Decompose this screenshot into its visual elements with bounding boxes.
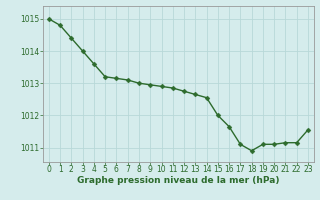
X-axis label: Graphe pression niveau de la mer (hPa): Graphe pression niveau de la mer (hPa) xyxy=(77,176,280,185)
